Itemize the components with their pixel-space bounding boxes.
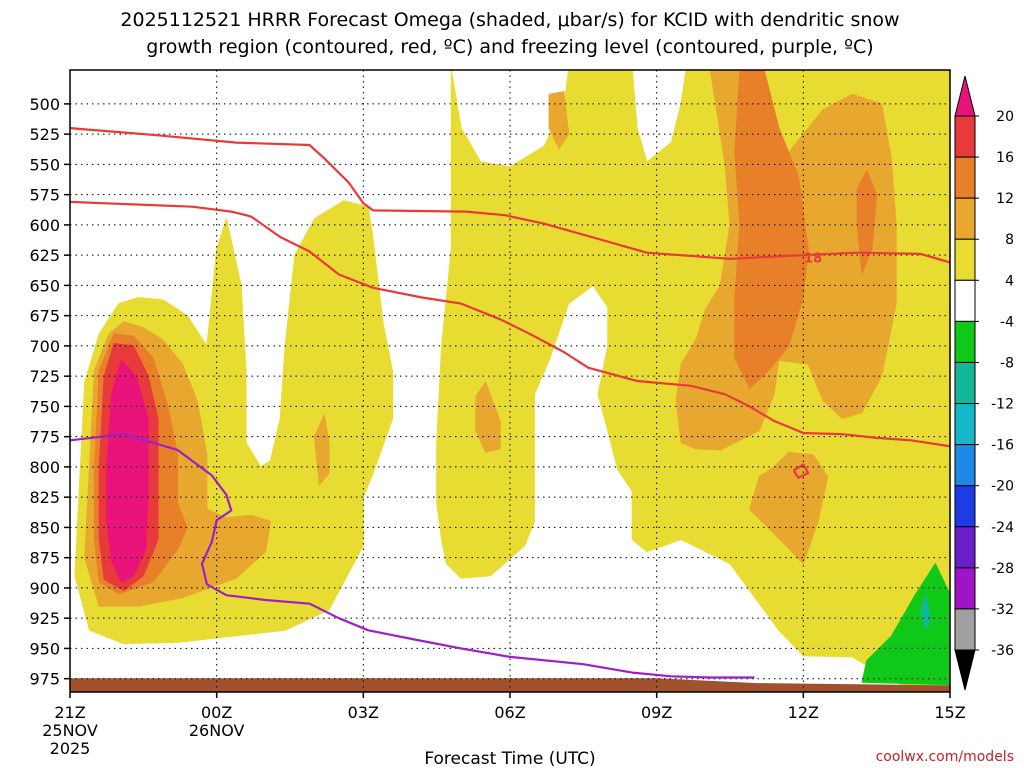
colorbar-swatch-10 bbox=[954, 526, 976, 569]
colorbar-label-2: 12 bbox=[996, 191, 1014, 207]
colorbar-bottom-arrow bbox=[954, 649, 976, 691]
dgz-upper-contour bbox=[70, 127, 950, 264]
colorbar-label-8: -16 bbox=[991, 438, 1014, 454]
colorbar-label-10: -24 bbox=[991, 520, 1014, 536]
colorbar: 20 16 12 8 4 -4 -8 -12 -16 -20 -24 -28 -32 -36 bbox=[954, 75, 1014, 691]
dgz-small-contour bbox=[792, 463, 810, 479]
omega-region-3 bbox=[313, 414, 330, 486]
omega-region-4 bbox=[475, 381, 501, 453]
contour-label-0: 18 bbox=[804, 252, 822, 267]
colorbar-label-3: 8 bbox=[1005, 232, 1014, 248]
y-axis: 500 525 550 575 600 625 650 675 700 725 750 775 800 8… bbox=[29, 95, 70, 689]
x-tick-label-21Z: 21Z bbox=[54, 703, 85, 722]
colorbar-swatch-2 bbox=[954, 197, 976, 240]
y-tick-label-750: 750 bbox=[29, 397, 60, 416]
y-tick-label-575: 575 bbox=[29, 186, 60, 205]
y-tick-label-925: 925 bbox=[29, 609, 60, 628]
contour-layer bbox=[70, 127, 950, 679]
colorbar-label-4: 4 bbox=[1005, 273, 1014, 289]
y-tick-label-700: 700 bbox=[29, 337, 60, 356]
colorbar-label-5: -4 bbox=[1000, 314, 1014, 330]
colorbar-swatch-3 bbox=[954, 238, 976, 281]
y-tick-label-900: 900 bbox=[29, 579, 60, 598]
y-tick-label-600: 600 bbox=[29, 216, 60, 235]
omega-region-7 bbox=[749, 451, 829, 565]
y-tick-label-625: 625 bbox=[29, 246, 60, 265]
y-tick-label-725: 725 bbox=[29, 367, 60, 386]
colorbar-label-1: 16 bbox=[996, 150, 1014, 166]
freezing-level-contour bbox=[70, 433, 755, 679]
omega-region-14 bbox=[920, 593, 931, 631]
colorbar-swatch-0 bbox=[954, 115, 976, 158]
colorbar-swatch-9 bbox=[954, 485, 976, 528]
colorbar-swatch-11 bbox=[954, 567, 976, 610]
colorbar-swatch-6 bbox=[954, 361, 976, 405]
y-tick-label-875: 875 bbox=[29, 549, 60, 568]
colorbar-label-6: -8 bbox=[1000, 355, 1014, 371]
x-tick-date-00Z: 26NOV bbox=[189, 721, 245, 740]
colorbar-label-9: -20 bbox=[991, 479, 1014, 495]
y-tick-label-525: 525 bbox=[29, 125, 60, 144]
colorbar-label-13: -36 bbox=[991, 643, 1014, 659]
colorbar-label-12: -32 bbox=[991, 602, 1014, 618]
x-tick-date-21Z: 25NOV bbox=[42, 721, 98, 740]
omega-shading-layer bbox=[70, 70, 950, 692]
colorbar-swatch-8 bbox=[954, 444, 976, 487]
x-tick-label-06Z: 06Z bbox=[494, 703, 525, 722]
omega-region-13 bbox=[861, 563, 950, 686]
annotation-layer: 18 bbox=[804, 252, 822, 267]
colorbar-label-0: 20 bbox=[996, 109, 1014, 125]
y-tick-label-950: 950 bbox=[29, 639, 60, 658]
y-tick-label-850: 850 bbox=[29, 518, 60, 537]
x-tick-label-00Z: 00Z bbox=[201, 703, 232, 722]
y-tick-label-825: 825 bbox=[29, 488, 60, 507]
colorbar-swatch-7 bbox=[954, 403, 976, 446]
credit-text: coolwx.com/models bbox=[876, 749, 1014, 765]
grid-layer bbox=[70, 70, 950, 692]
dgz-lower-contour bbox=[70, 200, 950, 448]
plot-area: 18 bbox=[69, 69, 951, 693]
x-tick-label-15Z: 15Z bbox=[934, 703, 965, 722]
y-tick-label-975: 975 bbox=[29, 670, 60, 689]
colorbar-swatch-1 bbox=[954, 156, 976, 199]
colorbar-label-11: -28 bbox=[991, 561, 1014, 577]
chart-title-line2: growth region (contoured, red, ºC) and f… bbox=[146, 36, 873, 58]
x-tick-year-21Z: 2025 bbox=[50, 739, 91, 758]
x-tick-label-03Z: 03Z bbox=[348, 703, 379, 722]
omega-region-8 bbox=[734, 70, 809, 389]
y-tick-label-500: 500 bbox=[29, 95, 60, 114]
omega-region-15 bbox=[70, 678, 950, 692]
colorbar-swatch-5 bbox=[954, 320, 976, 363]
colorbar-swatch-4 bbox=[954, 279, 976, 322]
y-tick-label-775: 775 bbox=[29, 428, 60, 447]
x-tick-label-09Z: 09Z bbox=[641, 703, 672, 722]
y-tick-label-800: 800 bbox=[29, 458, 60, 477]
omega-region-12 bbox=[106, 359, 149, 583]
y-tick-label-675: 675 bbox=[29, 307, 60, 326]
y-tick-label-550: 550 bbox=[29, 155, 60, 174]
chart-title-line1: 2025112521 HRRR Forecast Omega (shaded, … bbox=[120, 9, 899, 31]
x-axis-label: Forecast Time (UTC) bbox=[424, 749, 595, 768]
colorbar-top-arrow bbox=[954, 75, 976, 117]
y-tick-label-650: 650 bbox=[29, 276, 60, 295]
colorbar-label-7: -12 bbox=[991, 397, 1014, 413]
x-tick-label-12Z: 12Z bbox=[788, 703, 819, 722]
colorbar-swatch-12 bbox=[954, 608, 976, 651]
